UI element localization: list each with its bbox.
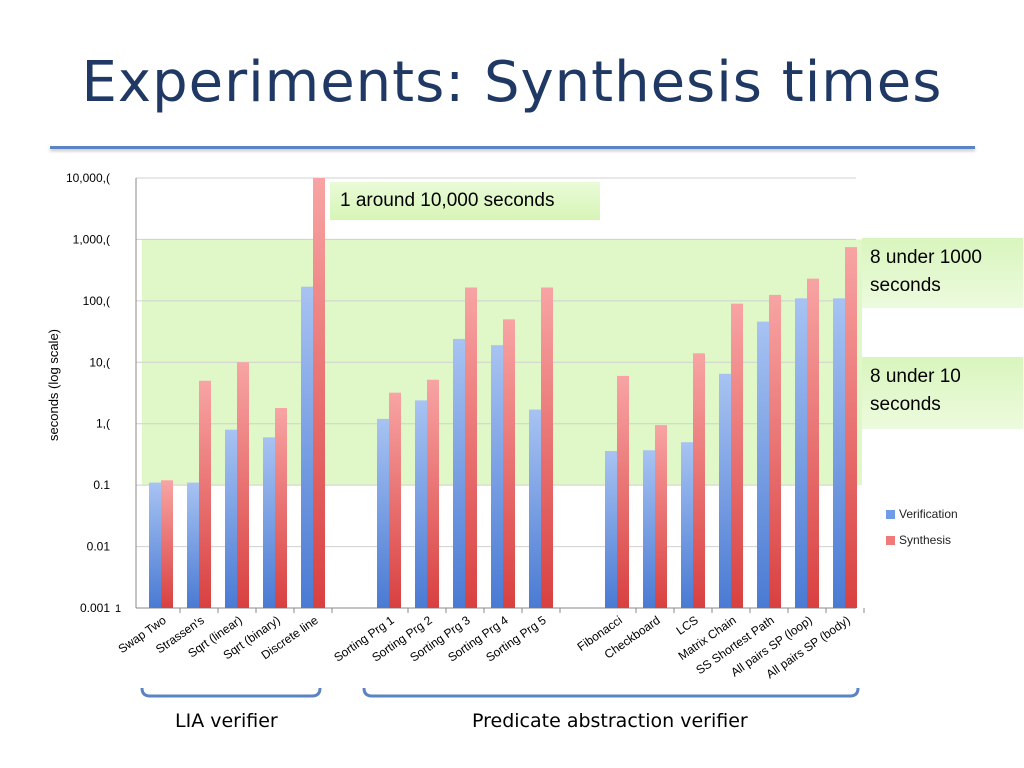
bar-verification [187,482,199,608]
bar-synthesis [655,425,667,608]
callout-under-1000: 8 under 1000 seconds [862,238,1023,308]
y-tick-label: 0.1 [93,478,110,492]
title-divider [50,146,975,149]
legend-verification: Verification [886,507,958,521]
bar-verification [453,338,465,608]
y-tick-label: 1,( [96,417,110,431]
bar-verification [529,409,541,608]
bar-verification [643,450,655,608]
predicate-bracket [362,687,860,698]
y-tick-label: 0.01 [87,540,111,554]
y-tick-label: 100,( [83,294,110,308]
legend-synthesis-swatch [886,536,895,546]
bar-verification [149,482,161,608]
bar-synthesis [199,380,211,608]
bar-synthesis [427,379,439,608]
bar-synthesis [237,362,249,608]
y-tick-label: 1,000,( [73,232,110,246]
lia-bracket [140,687,322,698]
bar-synthesis [845,247,857,608]
bar-verification [719,373,731,608]
bar-synthesis [503,319,515,608]
y-axis-origin-label: 1 [115,603,121,615]
bar-verification [301,286,313,608]
bar-verification [225,429,237,608]
y-tick-label: 0.001 [80,601,110,615]
bars [149,178,857,608]
group-label-predicate: Predicate abstraction verifier [472,710,748,732]
callout-around-10000: 1 around 10,000 seconds [330,182,600,220]
slide-title: Experiments: Synthesis times [81,50,943,115]
callout-under-10: 8 under 10 seconds [862,357,1023,429]
bar-verification [757,321,769,608]
legend-verification-label: Verification [899,507,958,521]
y-tick-label: 10,( [89,355,110,369]
y-tick-labels: 10,000,( 1,000,( 100,( 10,( 1,( 0.1 0.01 0.001 [66,171,110,615]
bar-synthesis [541,287,553,608]
bar-synthesis [693,353,705,608]
bar-synthesis [389,392,401,608]
bar-verification [415,400,427,608]
bar-synthesis [769,294,781,608]
bar-synthesis [807,278,819,608]
legend-synthesis: Synthesis [886,533,951,547]
bar-synthesis [731,303,743,608]
bar-synthesis [465,287,477,608]
group-label-lia: LIA verifier [175,710,278,732]
bar-verification [263,437,275,608]
y-axis-label: seconds (log scale) [46,329,61,441]
legend-synthesis-label: Synthesis [899,533,952,547]
bar-verification [377,418,389,608]
bar-synthesis [313,178,325,608]
bar-verification [491,345,503,608]
bar-synthesis [161,480,173,608]
bar-synthesis [275,408,287,608]
x-tick-label: LCS [674,613,701,638]
legend-verification-swatch [886,510,895,520]
y-tick-label: 10,000,( [66,171,110,185]
bar-verification [795,298,807,608]
bar-verification [681,442,693,608]
bar-synthesis [617,375,629,608]
bar-verification [833,298,845,608]
bar-verification [605,450,617,608]
